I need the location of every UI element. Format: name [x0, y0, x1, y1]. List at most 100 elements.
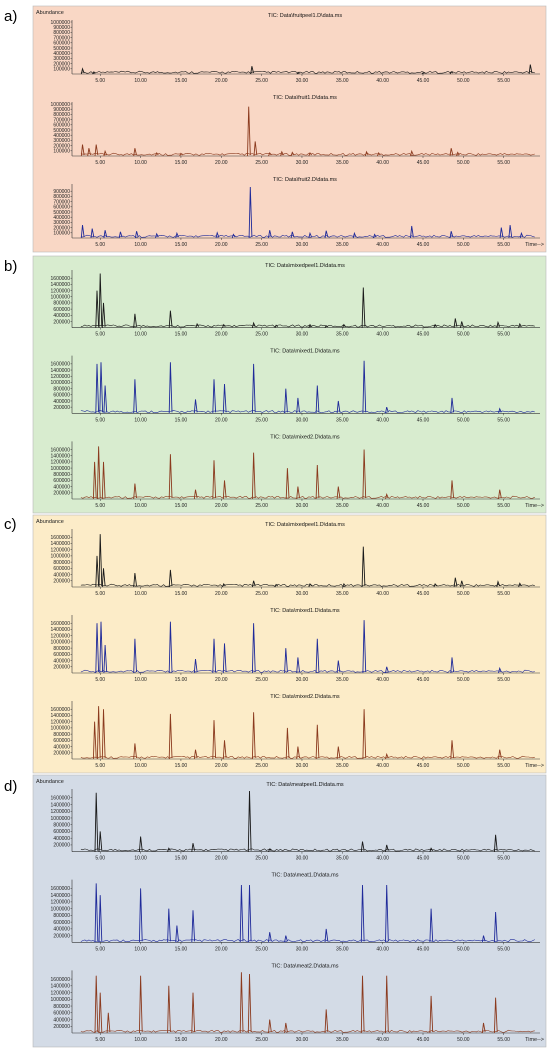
x-tick-label: 15.00: [175, 946, 188, 952]
x-tick-label: 5.00: [95, 417, 105, 423]
y-tick-label: 800000: [53, 194, 70, 200]
peak: [103, 149, 108, 157]
x-tick-label: 10.00: [134, 78, 147, 84]
peak: [290, 151, 295, 157]
x-tick-label: 20.00: [215, 417, 228, 423]
peak: [429, 908, 434, 943]
y-tick-label: 200000: [53, 61, 70, 67]
peak: [508, 224, 513, 239]
x-tick-label: 45.00: [417, 1037, 430, 1043]
peak: [284, 648, 288, 674]
y-tick-label: 800000: [53, 732, 70, 738]
x-tick-label: 55.00: [497, 946, 510, 952]
x-tick-label: 40.00: [376, 160, 389, 166]
x-tick-label: 5.00: [95, 946, 105, 952]
x-tick-label: 15.00: [175, 160, 188, 166]
peak: [360, 841, 365, 852]
peak: [90, 228, 95, 239]
x-tick-label: 5.00: [95, 763, 105, 769]
x-tick-label: 10.00: [134, 242, 147, 248]
y-tick-label: 1200000: [51, 809, 71, 815]
x-tick-label: 40.00: [376, 1037, 389, 1043]
peak: [212, 460, 217, 500]
y-tick-label: 400000: [53, 658, 70, 664]
peak: [449, 231, 454, 239]
subplot-black: TIC: Data\mixedpeel1.D\data.ms 1600000140…: [51, 522, 540, 597]
peak: [98, 273, 103, 328]
peak: [133, 483, 137, 500]
x-tick-label: 15.00: [175, 332, 188, 338]
peak: [385, 752, 389, 760]
peak: [106, 1012, 111, 1034]
peak: [253, 141, 258, 157]
y-tick-label: 900000: [53, 107, 70, 113]
y-tick-label: 1600000: [51, 796, 71, 802]
x-tick-label: 25.00: [255, 332, 268, 338]
x-tick-label: 50.00: [457, 1037, 470, 1043]
y-tick-label: 200000: [53, 405, 70, 411]
x-tick-label: 30.00: [296, 503, 309, 509]
peak: [285, 727, 290, 760]
x-tick-label: 25.00: [255, 160, 268, 166]
peak: [95, 290, 100, 328]
y-tick-label: 700000: [53, 35, 70, 41]
y-tick-label: 200000: [53, 491, 70, 497]
y-tick-label: 800000: [53, 646, 70, 652]
y-tick-label: 1200000: [51, 633, 71, 639]
x-tick-label: 15.00: [175, 763, 188, 769]
x-tick-label: 50.00: [457, 763, 470, 769]
peak: [493, 911, 498, 943]
x-tick-label: 40.00: [376, 591, 389, 597]
y-tick-label: 800000: [53, 823, 70, 829]
peak: [138, 836, 143, 852]
x-tick-label: 15.00: [175, 78, 188, 84]
peak: [361, 546, 366, 588]
subplot-title: TIC: Data\mixed1.D\data.ms: [270, 349, 340, 355]
y-tick-label: 600000: [53, 123, 70, 129]
y-tick-label: 600000: [53, 1011, 70, 1017]
peak: [274, 583, 279, 588]
peak: [315, 385, 320, 414]
peak: [99, 362, 104, 414]
x-tick-label: 5.00: [95, 160, 105, 166]
y-tick-label: 1000000: [51, 380, 71, 386]
x-tick-label: 10.00: [134, 417, 147, 423]
x-tick-label: 35.00: [336, 503, 349, 509]
y-tick-label: 800000: [53, 386, 70, 392]
peak: [274, 324, 279, 328]
x-tick-label: 50.00: [457, 78, 470, 84]
x-tick-label: 15.00: [175, 503, 188, 509]
peak: [251, 452, 256, 500]
peak: [168, 362, 173, 414]
peak: [450, 740, 455, 760]
peak: [133, 379, 137, 414]
y-tick-label: 1200000: [51, 547, 71, 553]
subplot-title: TIC: Data\mixedpeel1.D\data.ms: [265, 522, 345, 528]
y-tick-label: 600000: [53, 738, 70, 744]
peak: [296, 72, 300, 75]
baseline-trace: [80, 410, 535, 414]
x-tick-label: 30.00: [296, 242, 309, 248]
peak: [449, 71, 454, 75]
chart-panel-a: Abundance TIC: Data\fruitpeel1.D\data.ms 1…: [32, 5, 547, 253]
peak: [94, 975, 99, 1034]
peak: [496, 580, 501, 588]
y-tick-label: 1600000: [51, 707, 71, 713]
peak: [528, 64, 533, 75]
x-tick-label: 25.00: [255, 242, 268, 248]
peak: [179, 152, 183, 157]
y-tick-label: 200000: [53, 579, 70, 585]
peak: [193, 749, 198, 760]
peak: [212, 638, 217, 674]
x-tick-label: 55.00: [497, 160, 510, 166]
peak: [336, 486, 341, 500]
y-tick-label: 600000: [53, 205, 70, 211]
y-tick-label: 400000: [53, 927, 70, 933]
x-tick-label: 35.00: [336, 242, 349, 248]
x-tick-label: 10.00: [134, 1037, 147, 1043]
x-tick-label: 55.00: [497, 856, 510, 862]
peak: [385, 884, 389, 943]
y-tick-label: 100000: [53, 231, 70, 237]
y-tick-label: 800000: [53, 301, 70, 307]
peak: [296, 486, 300, 500]
